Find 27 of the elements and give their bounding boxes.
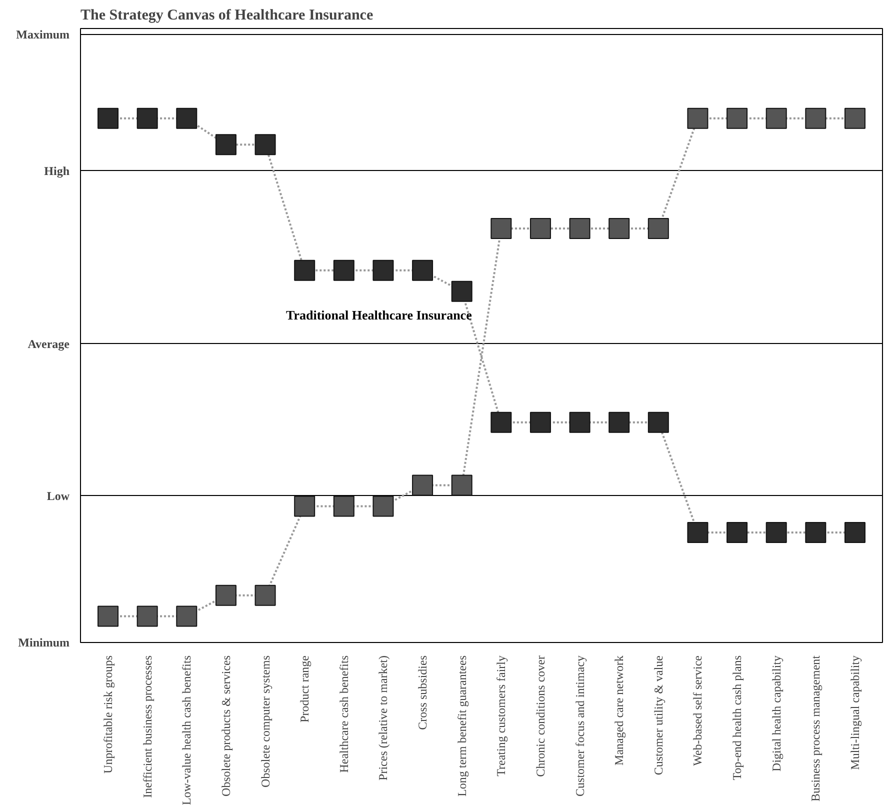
x-tick-label: Top-end health cash plans <box>730 655 744 780</box>
ref-line-label: Low <box>46 488 70 503</box>
ref-line-label: Average <box>28 336 70 351</box>
x-tick-label: Cross subsidies <box>416 655 430 730</box>
x-tick-label: Customer utility & value <box>651 656 666 776</box>
series-label: Traditional Healthcare Insurance <box>286 307 472 322</box>
x-tick-label: Managed care network <box>612 655 626 766</box>
x-tick-label: Prices (relative to market) <box>376 655 390 780</box>
x-tick-label: Multi-lingual capability <box>848 656 862 770</box>
ref-line-label: Maximum <box>16 28 70 42</box>
x-tick-label: Inefficient business processes <box>140 655 154 798</box>
x-tick-label: Product range <box>298 655 312 722</box>
x-tick-label: Customer focus and intimacy <box>572 655 587 796</box>
x-tick-label: Unprofitable risk groups <box>101 655 116 774</box>
x-tick-label: Obsolete computer systems <box>258 655 272 788</box>
x-tick-label: Obsolete products & services <box>218 655 233 796</box>
x-tick-label: Chronic conditions cover <box>533 655 548 777</box>
x-tick-label: Healthcare cash benefits <box>336 655 351 773</box>
x-tick-label: Long term benefit guarantees <box>454 655 469 796</box>
chart-title: The Strategy Canvas of Healthcare Insurance <box>80 8 374 24</box>
ref-line-label: Minimum <box>18 636 70 650</box>
ref-line-label: High <box>44 164 70 178</box>
x-tick-label: Digital health capability <box>769 655 784 772</box>
x-tick-label: Treating customers fairly <box>494 655 508 776</box>
x-tick-label: Low-value health cash benefits <box>180 655 194 806</box>
x-tick-label: Web-based self service <box>690 655 705 766</box>
x-tick-label: Business process management <box>808 654 823 802</box>
